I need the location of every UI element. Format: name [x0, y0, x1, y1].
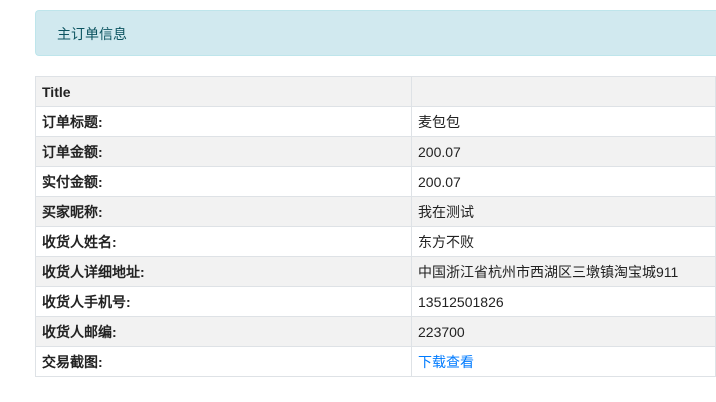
row-value: 麦包包: [411, 106, 716, 137]
row-value: 下载查看: [411, 346, 716, 377]
table-row: 交易截图: 下载查看: [35, 346, 716, 377]
table-row: 买家昵称: 我在测试: [35, 196, 716, 227]
table-row: 订单标题: 麦包包: [35, 106, 716, 137]
header-label: Title: [35, 76, 412, 107]
row-label: 交易截图:: [35, 346, 412, 377]
row-label: 订单金额:: [35, 136, 412, 167]
download-view-link[interactable]: 下载查看: [418, 353, 474, 370]
row-value: 东方不败: [411, 226, 716, 257]
row-label: 订单标题:: [35, 106, 412, 137]
table-header-row: Title: [35, 76, 716, 107]
table-row: 收货人邮编: 223700: [35, 316, 716, 347]
table-row: 收货人手机号: 13512501826: [35, 286, 716, 317]
table-row: 收货人姓名: 东方不败: [35, 226, 716, 257]
order-info-alert: 主订单信息: [35, 10, 716, 56]
row-label: 收货人邮编:: [35, 316, 412, 347]
row-label: 实付金额:: [35, 166, 412, 197]
row-value: 中国浙江省杭州市西湖区三墩镇淘宝城911: [411, 256, 716, 287]
row-label: 收货人手机号:: [35, 286, 412, 317]
header-value: [411, 76, 716, 107]
row-value: 13512501826: [411, 286, 716, 317]
row-label: 收货人姓名:: [35, 226, 412, 257]
row-value: 200.07: [411, 136, 716, 167]
row-value: 200.07: [411, 166, 716, 197]
order-info-table: Title 订单标题: 麦包包 订单金额: 200.07 实付金额: 200.07 买…: [35, 76, 716, 377]
row-value: 223700: [411, 316, 716, 347]
table-row: 订单金额: 200.07: [35, 136, 716, 167]
row-label: 收货人详细地址:: [35, 256, 412, 287]
row-value: 我在测试: [411, 196, 716, 227]
row-label: 买家昵称:: [35, 196, 412, 227]
table-row: 实付金额: 200.07: [35, 166, 716, 197]
table-row: 收货人详细地址: 中国浙江省杭州市西湖区三墩镇淘宝城911: [35, 256, 716, 287]
